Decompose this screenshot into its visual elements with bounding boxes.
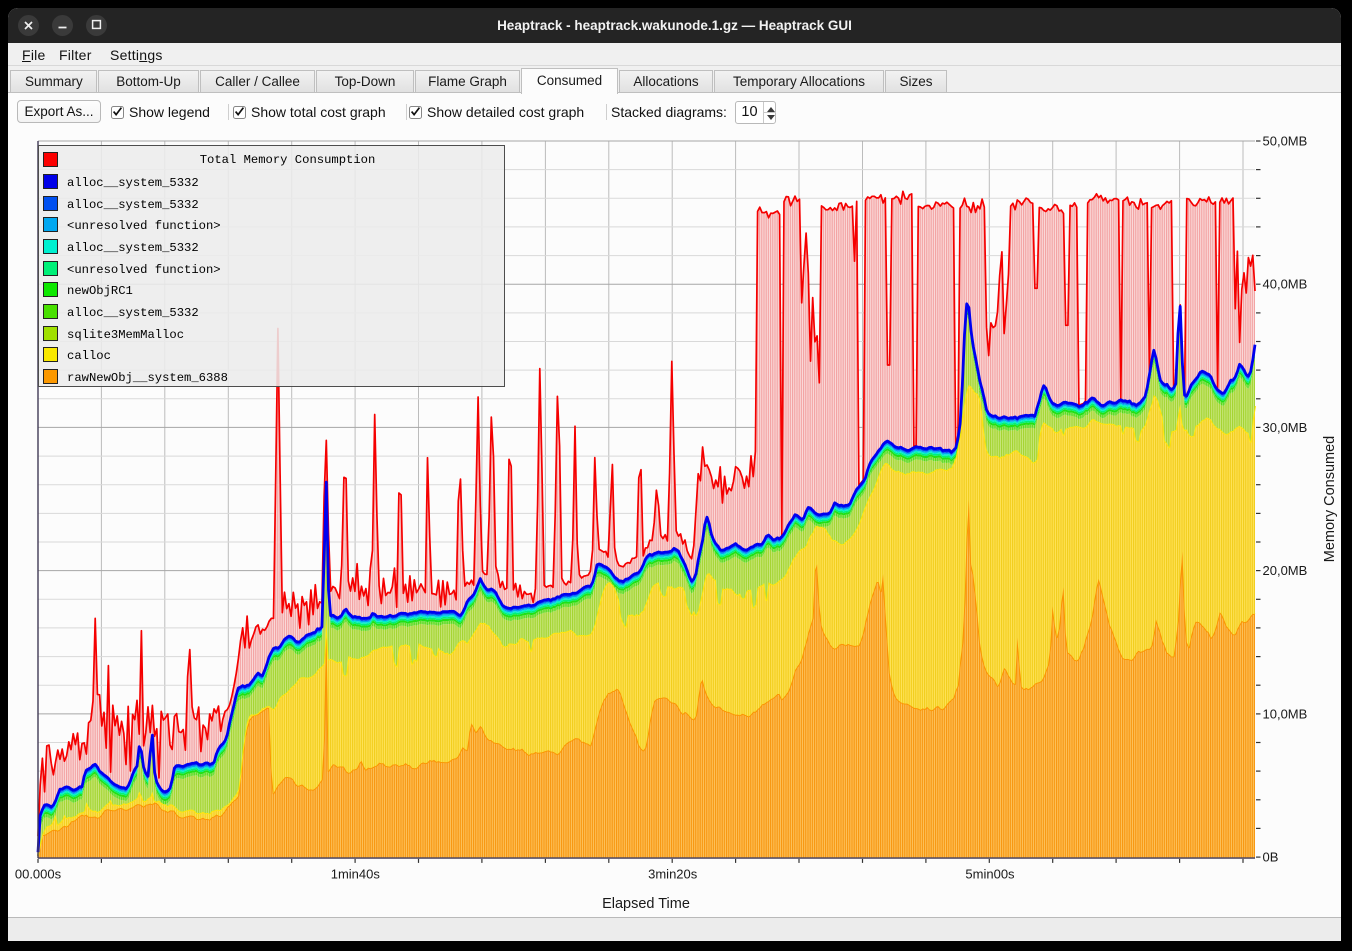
svg-text:3min20s: 3min20s [648, 867, 698, 882]
svg-text:5min00s: 5min00s [965, 867, 1015, 882]
svg-text:Memory Consumed: Memory Consumed [1322, 436, 1338, 563]
svg-text:00.000s: 00.000s [15, 867, 62, 882]
svg-text:40,0MB: 40,0MB [1263, 277, 1308, 292]
svg-text:30,0MB: 30,0MB [1263, 420, 1308, 435]
svg-text:Elapsed Time: Elapsed Time [602, 896, 690, 912]
svg-text:20,0MB: 20,0MB [1263, 563, 1308, 578]
svg-text:1min40s: 1min40s [331, 867, 381, 882]
svg-text:0B: 0B [1263, 850, 1279, 865]
svg-text:50,0MB: 50,0MB [1263, 134, 1308, 149]
svg-text:10,0MB: 10,0MB [1263, 706, 1308, 721]
